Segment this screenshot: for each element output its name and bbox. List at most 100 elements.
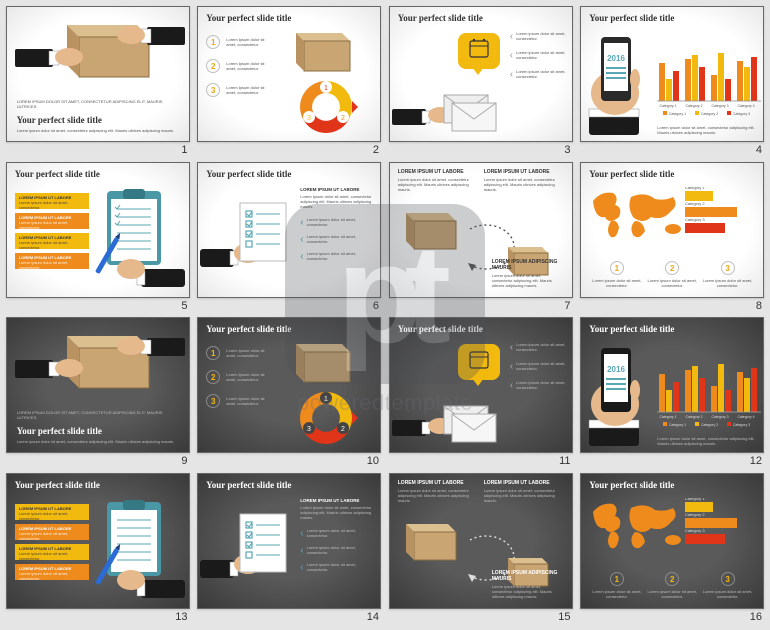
slide-10[interactable]: Your perfect slide title 1 Lorem ipsum d… [197,317,381,453]
svg-text:2: 2 [341,426,345,433]
slide-title: Your perfect slide title [15,169,100,179]
cell-8: Your perfect slide title Category 1 Cate… [579,162,767,314]
chevron-left-icon: ‹ [300,234,303,245]
svg-text:Category 2: Category 2 [701,112,718,116]
cell-14: Your perfect slide title LOREM IPSUM UT … [196,473,384,625]
circle-row: 1Lorem ipsum dolor sit amet, consectetur… [589,572,755,599]
cell-10: Your perfect slide title 1 Lorem ipsum d… [196,317,384,469]
svg-text:Category 1: Category 1 [660,415,677,419]
slide-number: 16 [750,611,762,623]
slide-2[interactable]: Your perfect slide title 1 Lorem ipsum d… [197,6,381,142]
slide-number: 2 [373,144,379,156]
slide-title: Your perfect slide title [589,13,674,23]
slide-title: Your perfect slide title [15,480,100,490]
hand-envelope-illustration [392,392,502,452]
bullet-1: 1 [206,35,220,49]
cell-5: Your perfect slide title LOREM IPSUM UT … [4,162,192,314]
bullet-3: 3 [206,83,220,97]
cell-16: Your perfect slide title Category 1Categ… [579,473,767,625]
chevron-left-icon: ‹ [510,50,513,61]
lorem: LOREM IPSUM DOLOR SIT AMET, CONSECTETUR … [17,410,181,420]
slide-6[interactable]: Your perfect slide title LOREM IPSUM UT … [197,162,381,298]
slide-9[interactable]: LOREM IPSUM DOLOR SIT AMET, CONSECTETUR … [6,317,190,453]
lorem2: Lorem ipsum dolor sit amet, consectetur … [17,128,181,133]
slide-title: Your perfect slide title [589,480,674,490]
cell-7: LOREM IPSUM UT LABORE Lorem ipsum dolor … [387,162,575,314]
slide-12[interactable]: Your perfect slide title 2016 Category 1… [580,317,764,453]
chevron-left-icon: ‹ [300,251,303,262]
slide-number: 11 [559,455,570,467]
svg-text:Category 2: Category 2 [701,423,718,427]
bullet-text: Lorem ipsum dolor sit amet, consectetur. [226,85,270,95]
hbar-chart: Category 1 Category 2 Category 3 [685,187,757,243]
slide-number: 8 [756,300,762,312]
slide-number: 7 [564,300,570,312]
slide-number: 5 [181,300,187,312]
svg-text:Category 3: Category 3 [712,415,729,419]
slide-number: 4 [756,144,762,156]
svg-text:Category 2: Category 2 [685,512,705,517]
svg-text:Category 3: Category 3 [733,423,750,427]
world-map [587,498,687,554]
clipboard-illustration [93,498,187,604]
cell-2: Your perfect slide title 1 Lorem ipsum d… [196,6,384,158]
slide-number: 13 [175,611,187,623]
top-text: LOREM IPSUM UT LABORE Lorem ipsum dolor … [398,169,478,193]
svg-text:Category 4: Category 4 [738,415,755,419]
slide-3[interactable]: Your perfect slide title ‹Lorem ipsum do… [389,6,573,142]
slide-1[interactable]: LOREM IPSUM DOLOR SIT AMET, CONSECTETUR … [6,6,190,142]
chevron-left-icon: ‹ [510,31,513,42]
slide-title: Your perfect slide title [206,480,291,490]
slide-title: Your perfect slide title [589,169,674,179]
svg-text:Category 3: Category 3 [685,528,705,533]
svg-text:1: 1 [324,85,328,92]
slide-number: 10 [367,455,379,467]
chevron-left-icon: ‹ [510,69,513,80]
cell-13: Your perfect slide title LOREM IPSUM UT … [4,473,192,625]
checklist-bars: LOREM IPSUM UT LABORELorem ipsum dolor s… [15,193,89,269]
right-list: LOREM IPSUM UT LABORE Lorem ipsum dolor … [300,187,372,263]
checklist-bars: LOREM IPSUM UT LABORELorem ipsum dolor s… [15,504,89,580]
cell-11: Your perfect slide title ‹Lorem ipsum do… [387,317,575,469]
slide-13[interactable]: Your perfect slide title LOREM IPSUM UT … [6,473,190,609]
hands-box-illustration [7,318,190,408]
slide-title: Your perfect slide title [398,13,483,23]
slide-title: Your perfect slide title [206,13,291,23]
svg-text:Category 2: Category 2 [686,104,703,108]
slide-8[interactable]: Your perfect slide title Category 1 Cate… [580,162,764,298]
slide-number: 3 [564,144,570,156]
calendar-badge [454,342,504,388]
right-texts: ‹Lorem ipsum dolor sit amet, consectetur… [510,31,566,80]
slide-15[interactable]: LOREM IPSUM UT LABORE Lorem ipsum dolor … [389,473,573,609]
slide-7[interactable]: LOREM IPSUM UT LABORE Lorem ipsum dolor … [389,162,573,298]
cell-9: LOREM IPSUM DOLOR SIT AMET, CONSECTETUR … [4,317,192,469]
svg-text:Category 3: Category 3 [733,112,750,116]
slide-14[interactable]: Your perfect slide title LOREM IPSUM UT … [197,473,381,609]
slide-16[interactable]: Your perfect slide title Category 1Categ… [580,473,764,609]
svg-text:3: 3 [307,426,311,433]
world-map [587,187,687,243]
bullet-2: 2 [206,59,220,73]
top-text-r: LOREM IPSUM UT LABORE Lorem ipsum dolor … [484,169,564,193]
bar-chart: Category 1 Category 2 Category 3 Categor… [657,31,761,117]
cell-6: Your perfect slide title LOREM IPSUM UT … [196,162,384,314]
slide-title: Your perfect slide title [17,115,181,125]
svg-text:Category 3: Category 3 [685,217,705,222]
lorem: LOREM IPSUM DOLOR SIT AMET, CONSECTETUR … [17,99,181,109]
clipboard-illustration [93,187,187,293]
slide-5[interactable]: Your perfect slide title LOREM IPSUM UT … [6,162,190,298]
bottom-text: LOREM IPSUM ADIPISCING MAURIS Lorem ipsu… [492,259,562,289]
svg-text:Category 3: Category 3 [712,104,729,108]
cell-12: Your perfect slide title 2016 Category 1… [579,317,767,469]
svg-text:Category 2: Category 2 [685,201,705,206]
slide-number: 9 [181,455,187,467]
slide-4[interactable]: Your perfect slide title 2016 Cate [580,6,764,142]
calendar-badge [454,31,504,77]
lorem2: Lorem ipsum dolor sit amet, consectetur … [17,439,181,444]
svg-text:2: 2 [341,115,345,122]
slide-number: 14 [367,611,379,623]
slide-11[interactable]: Your perfect slide title ‹Lorem ipsum do… [389,317,573,453]
top-text: LOREM IPSUM UT LABORE Lorem ipsum dolor … [398,480,478,504]
phone-hand-illustration: 2016 [585,29,653,139]
right-list: LOREM IPSUM UT LABORE Lorem ipsum dolor … [300,498,372,574]
